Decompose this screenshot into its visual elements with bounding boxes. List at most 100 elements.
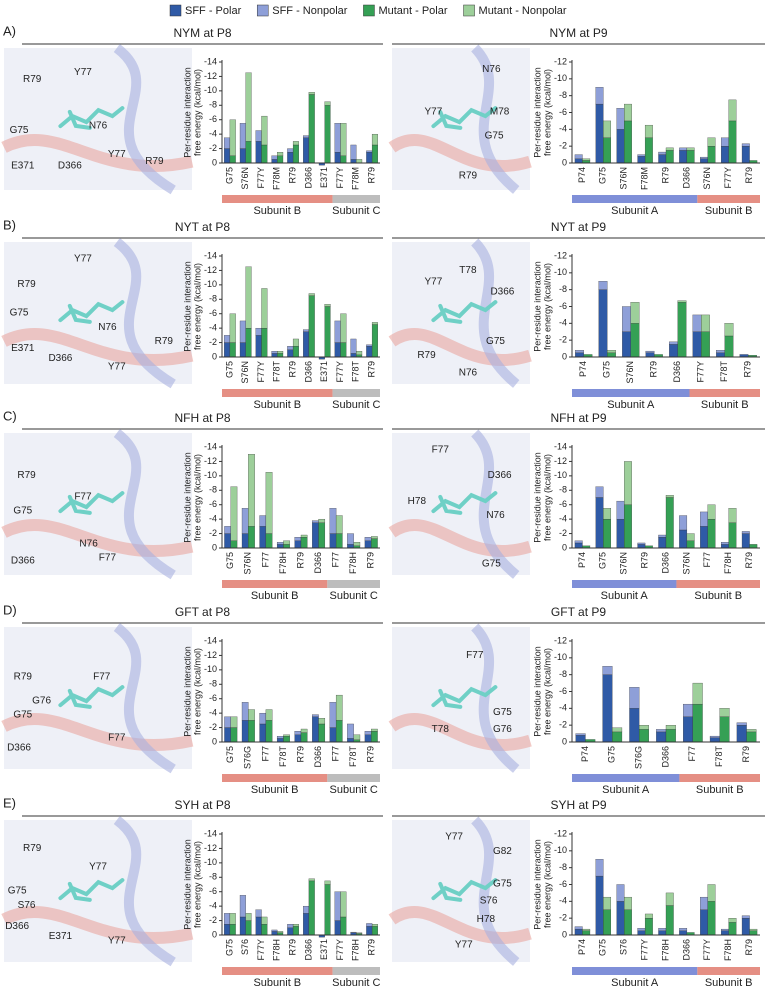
bar-segment [224,913,231,925]
y-tick-label: -6 [209,886,217,896]
bar-segment [709,737,720,743]
bar-segment [624,896,632,910]
x-tick-label: F77Y [256,361,266,383]
bar-segment [656,729,667,733]
group-label: Subunit C [332,977,380,989]
y-axis-label: Per-residue interaction [182,67,192,158]
group-bar [572,774,680,782]
bar-segment [353,542,361,546]
bar-segment [720,930,729,936]
group-bar [222,774,328,782]
bar-segment [603,137,612,164]
x-tick-label: E371 [319,167,329,188]
ligand [431,106,498,130]
ligand [431,491,498,515]
bar-segment [707,884,716,902]
ribbon [388,713,532,752]
group-label: Subunit B [694,590,742,602]
residue-label: M78 [490,107,510,118]
bar-segment [616,108,625,130]
bar-segment [318,522,326,549]
bar-segment [292,144,299,164]
y-axis-label: Per-residue interaction [532,452,542,543]
bar-segment [245,920,252,936]
group-label: Subunit C [332,399,380,411]
bar-segment [669,341,678,345]
ribbon [1,519,194,557]
bar-segment [255,335,262,358]
bar-segment [245,327,252,358]
bar-segment [741,533,750,549]
residue-label: G75 [485,131,504,142]
bar-segment [324,884,331,936]
bar-segment [658,928,667,931]
bar-segment [638,729,649,743]
bar-segment [335,720,343,743]
residue-label: E371 [49,931,73,942]
bar-segment [371,731,378,743]
bar-segment [598,289,608,358]
y-tick-label: -8 [559,90,567,100]
y-tick-label: -4 [559,896,567,906]
chart-title: NYT at P8 [175,220,230,234]
group-label: Subunit A [607,399,655,411]
bar-segment [709,735,720,738]
bar-segment [665,497,674,549]
residue-label: N76 [79,538,98,549]
bar-segment [265,709,273,721]
bar-segment [656,731,667,743]
y-tick-label: -12 [554,635,567,645]
group-label: Subunit B [705,205,753,217]
bar-segment [312,520,319,523]
y-tick-label: -4 [209,901,217,911]
bar-segment [701,331,710,358]
bar-segment [303,905,310,914]
y-tick-label: -8 [209,294,217,304]
residue-label: R79 [23,74,42,85]
bar-segment [224,342,231,358]
bar-segment [261,288,268,329]
y-tick-label: -12 [554,250,567,260]
y-tick-label: -6 [559,686,567,696]
bar-segment [629,708,640,743]
y-tick-label: 0 [212,157,217,167]
bar-segment [312,714,319,717]
bar-segment [637,928,646,931]
bar-segment [239,342,246,358]
bar-segment [334,320,341,343]
ribbon [471,429,520,579]
bar-segment [292,926,299,936]
residue-label: Y77 [74,67,92,78]
x-tick-label: G75 [602,361,612,378]
y-tick-label: 0 [562,542,567,552]
x-tick-label: F78M [639,167,649,190]
bar-segment [574,540,583,544]
bar-segment [616,500,625,520]
bar-segment [665,150,674,164]
y-tick-label: -10 [554,652,567,662]
x-tick-label: F77Y [702,939,712,961]
x-tick-label: F77 [702,552,712,568]
bar-segment [616,901,625,936]
x-tick-label: P74 [578,361,588,377]
x-tick-label: P74 [577,552,587,568]
bar-segment [575,352,584,358]
bar-segment [340,313,347,343]
bar-segment [603,896,612,910]
bar-segment [371,926,378,936]
chart-title: NYT at P9 [551,220,606,234]
bar-segment [700,158,708,164]
bar-segment [575,735,586,743]
bar-segment [700,526,708,549]
bar-segment [595,486,604,498]
x-tick-label: F77 [260,746,270,762]
group-bar [572,389,690,397]
bar-segment [749,544,758,549]
bar-segment [630,323,640,358]
residue-label: G75 [13,506,32,517]
residue-label: R79 [23,843,42,854]
bar-segment [248,720,255,743]
bar-segment [622,331,631,358]
bar-segment [324,304,331,307]
